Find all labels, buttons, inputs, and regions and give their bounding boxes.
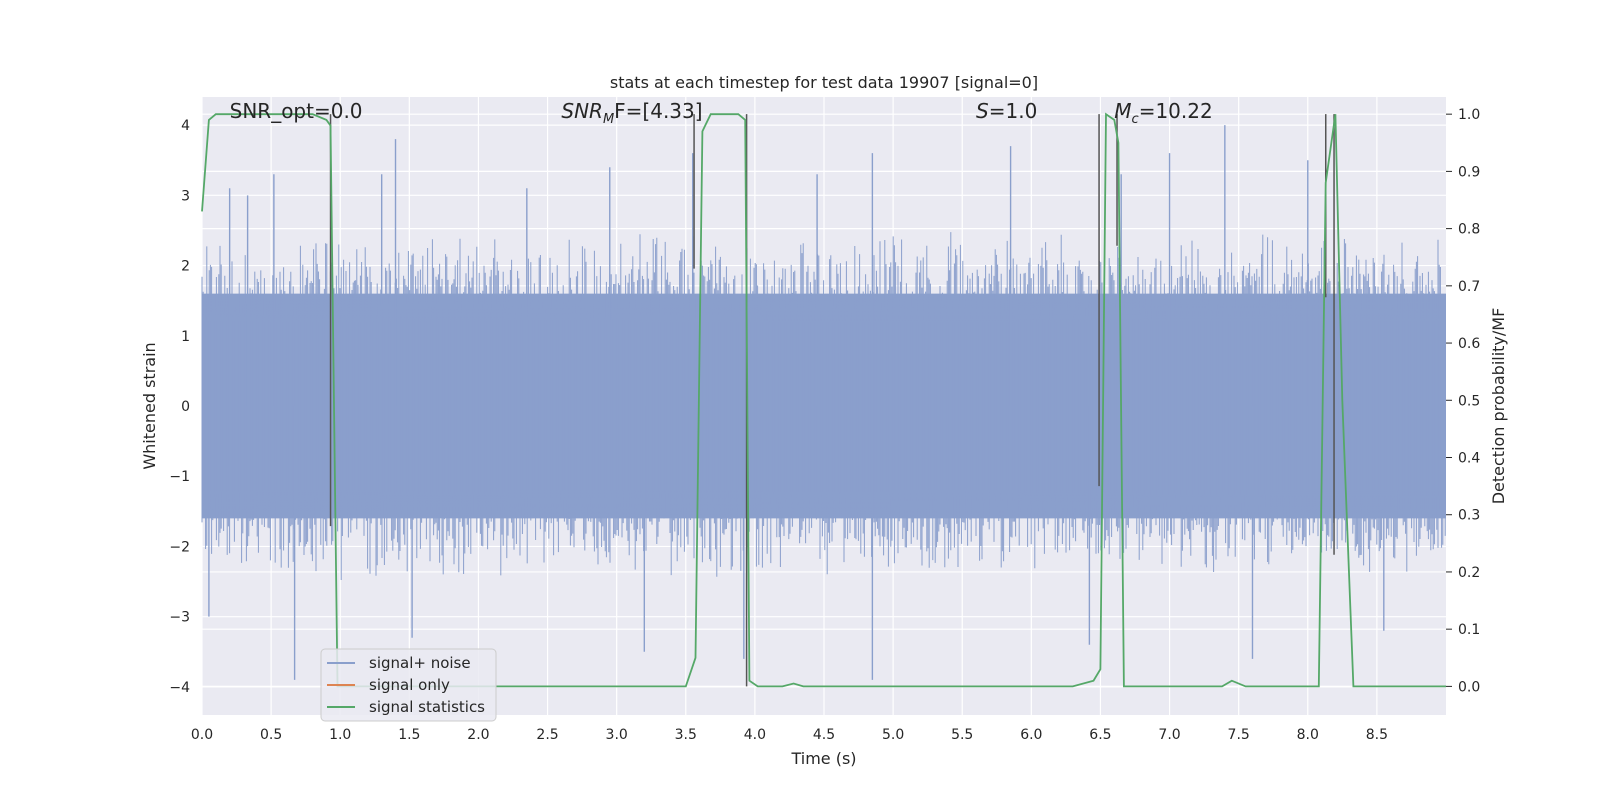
y-tick-label-left: −3	[169, 610, 190, 626]
x-tick-label: 6.0	[1020, 727, 1042, 743]
annotation-snr_mf: SNRMF=[4.33]	[561, 99, 702, 127]
y-tick-label-left: 1	[181, 329, 190, 345]
x-tick-label: 6.5	[1089, 727, 1111, 743]
annotations: SNR_opt=0.0 SNRMF=[4.33] S=1.0 Mc=10.22	[230, 99, 1213, 127]
y-tick-label-left: 2	[181, 259, 190, 275]
y-tick-label-left: −1	[169, 469, 190, 485]
x-tick-label: 7.5	[1228, 727, 1250, 743]
x-tick-label: 7.0	[1158, 727, 1180, 743]
y-tick-label-left: 0	[181, 399, 190, 415]
x-tick-label: 2.0	[467, 727, 489, 743]
x-tick-label: 8.5	[1366, 727, 1388, 743]
x-tick-label: 8.0	[1297, 727, 1319, 743]
y-axis-label-left: Whitened strain	[140, 342, 159, 469]
legend-box	[320, 648, 497, 722]
x-tick-label: 0.0	[191, 727, 213, 743]
x-axis-label: Time (s)	[790, 749, 856, 768]
y-axis-label-right: Detection probability/MF	[1489, 308, 1508, 505]
y-tick-label-right: 0.3	[1458, 508, 1480, 524]
chart-title: stats at each timestep for test data 199…	[610, 73, 1038, 92]
y-tick-label-left: −4	[169, 680, 190, 696]
legend-label: signal only	[369, 676, 450, 694]
x-tick-label: 3.0	[606, 727, 628, 743]
legend-label: signal+ noise	[369, 654, 471, 672]
x-tick-label: 4.0	[744, 727, 766, 743]
y-tick-label-right: 0.8	[1458, 222, 1480, 238]
x-tick-label: 5.0	[882, 727, 904, 743]
y-tick-label-right: 0.6	[1458, 336, 1480, 352]
legend: signal+ noise signal only signal statistic…	[320, 648, 497, 722]
y-tick-label-left: −2	[169, 539, 190, 555]
y-tick-label-right: 1.0	[1458, 107, 1480, 123]
y-tick-label-right: 0.0	[1458, 679, 1480, 695]
y-tick-label-right: 0.1	[1458, 622, 1480, 638]
y-tick-label-right: 0.2	[1458, 565, 1480, 581]
annotation-mc: Mc=10.22	[1114, 99, 1212, 127]
x-tick-label: 2.5	[536, 727, 558, 743]
statistics-series	[201, 112, 1446, 688]
y-tick-label-right: 0.9	[1458, 164, 1480, 180]
x-tick-label: 3.5	[675, 727, 697, 743]
y-ticks-right: 0.0 0.1 0.2 0.3 0.4 0.5 0.6 0.7 0.8 0.9 1.0	[1446, 107, 1480, 695]
legend-label: signal statistics	[369, 698, 485, 716]
x-ticks: 0.0 0.5 1.0 1.5 2.0 2.5 3.0 3.5 4.0 4.5 5.0 5.5 6.0 6…	[191, 727, 1388, 743]
y-tick-label-right: 0.4	[1458, 451, 1480, 467]
x-tick-label: 1.5	[398, 727, 420, 743]
annotation-snr_opt: SNR_opt=0.0	[230, 99, 363, 123]
x-tick-label: 1.0	[329, 727, 351, 743]
y-tick-label-left: 4	[181, 118, 190, 134]
x-tick-label: 0.5	[260, 727, 282, 743]
x-tick-label: 5.5	[951, 727, 973, 743]
y-tick-label-right: 0.5	[1458, 393, 1480, 409]
noise-series	[201, 125, 1446, 680]
statistics-line	[201, 112, 1446, 688]
y-ticks-left: −4 −3 −2 −1 0 1 2 3 4	[169, 118, 190, 696]
y-tick-label-left: 3	[181, 188, 190, 204]
annotation-s: S=1.0	[976, 99, 1037, 123]
x-tick-label: 4.5	[813, 727, 835, 743]
y-tick-label-right: 0.7	[1458, 279, 1480, 295]
